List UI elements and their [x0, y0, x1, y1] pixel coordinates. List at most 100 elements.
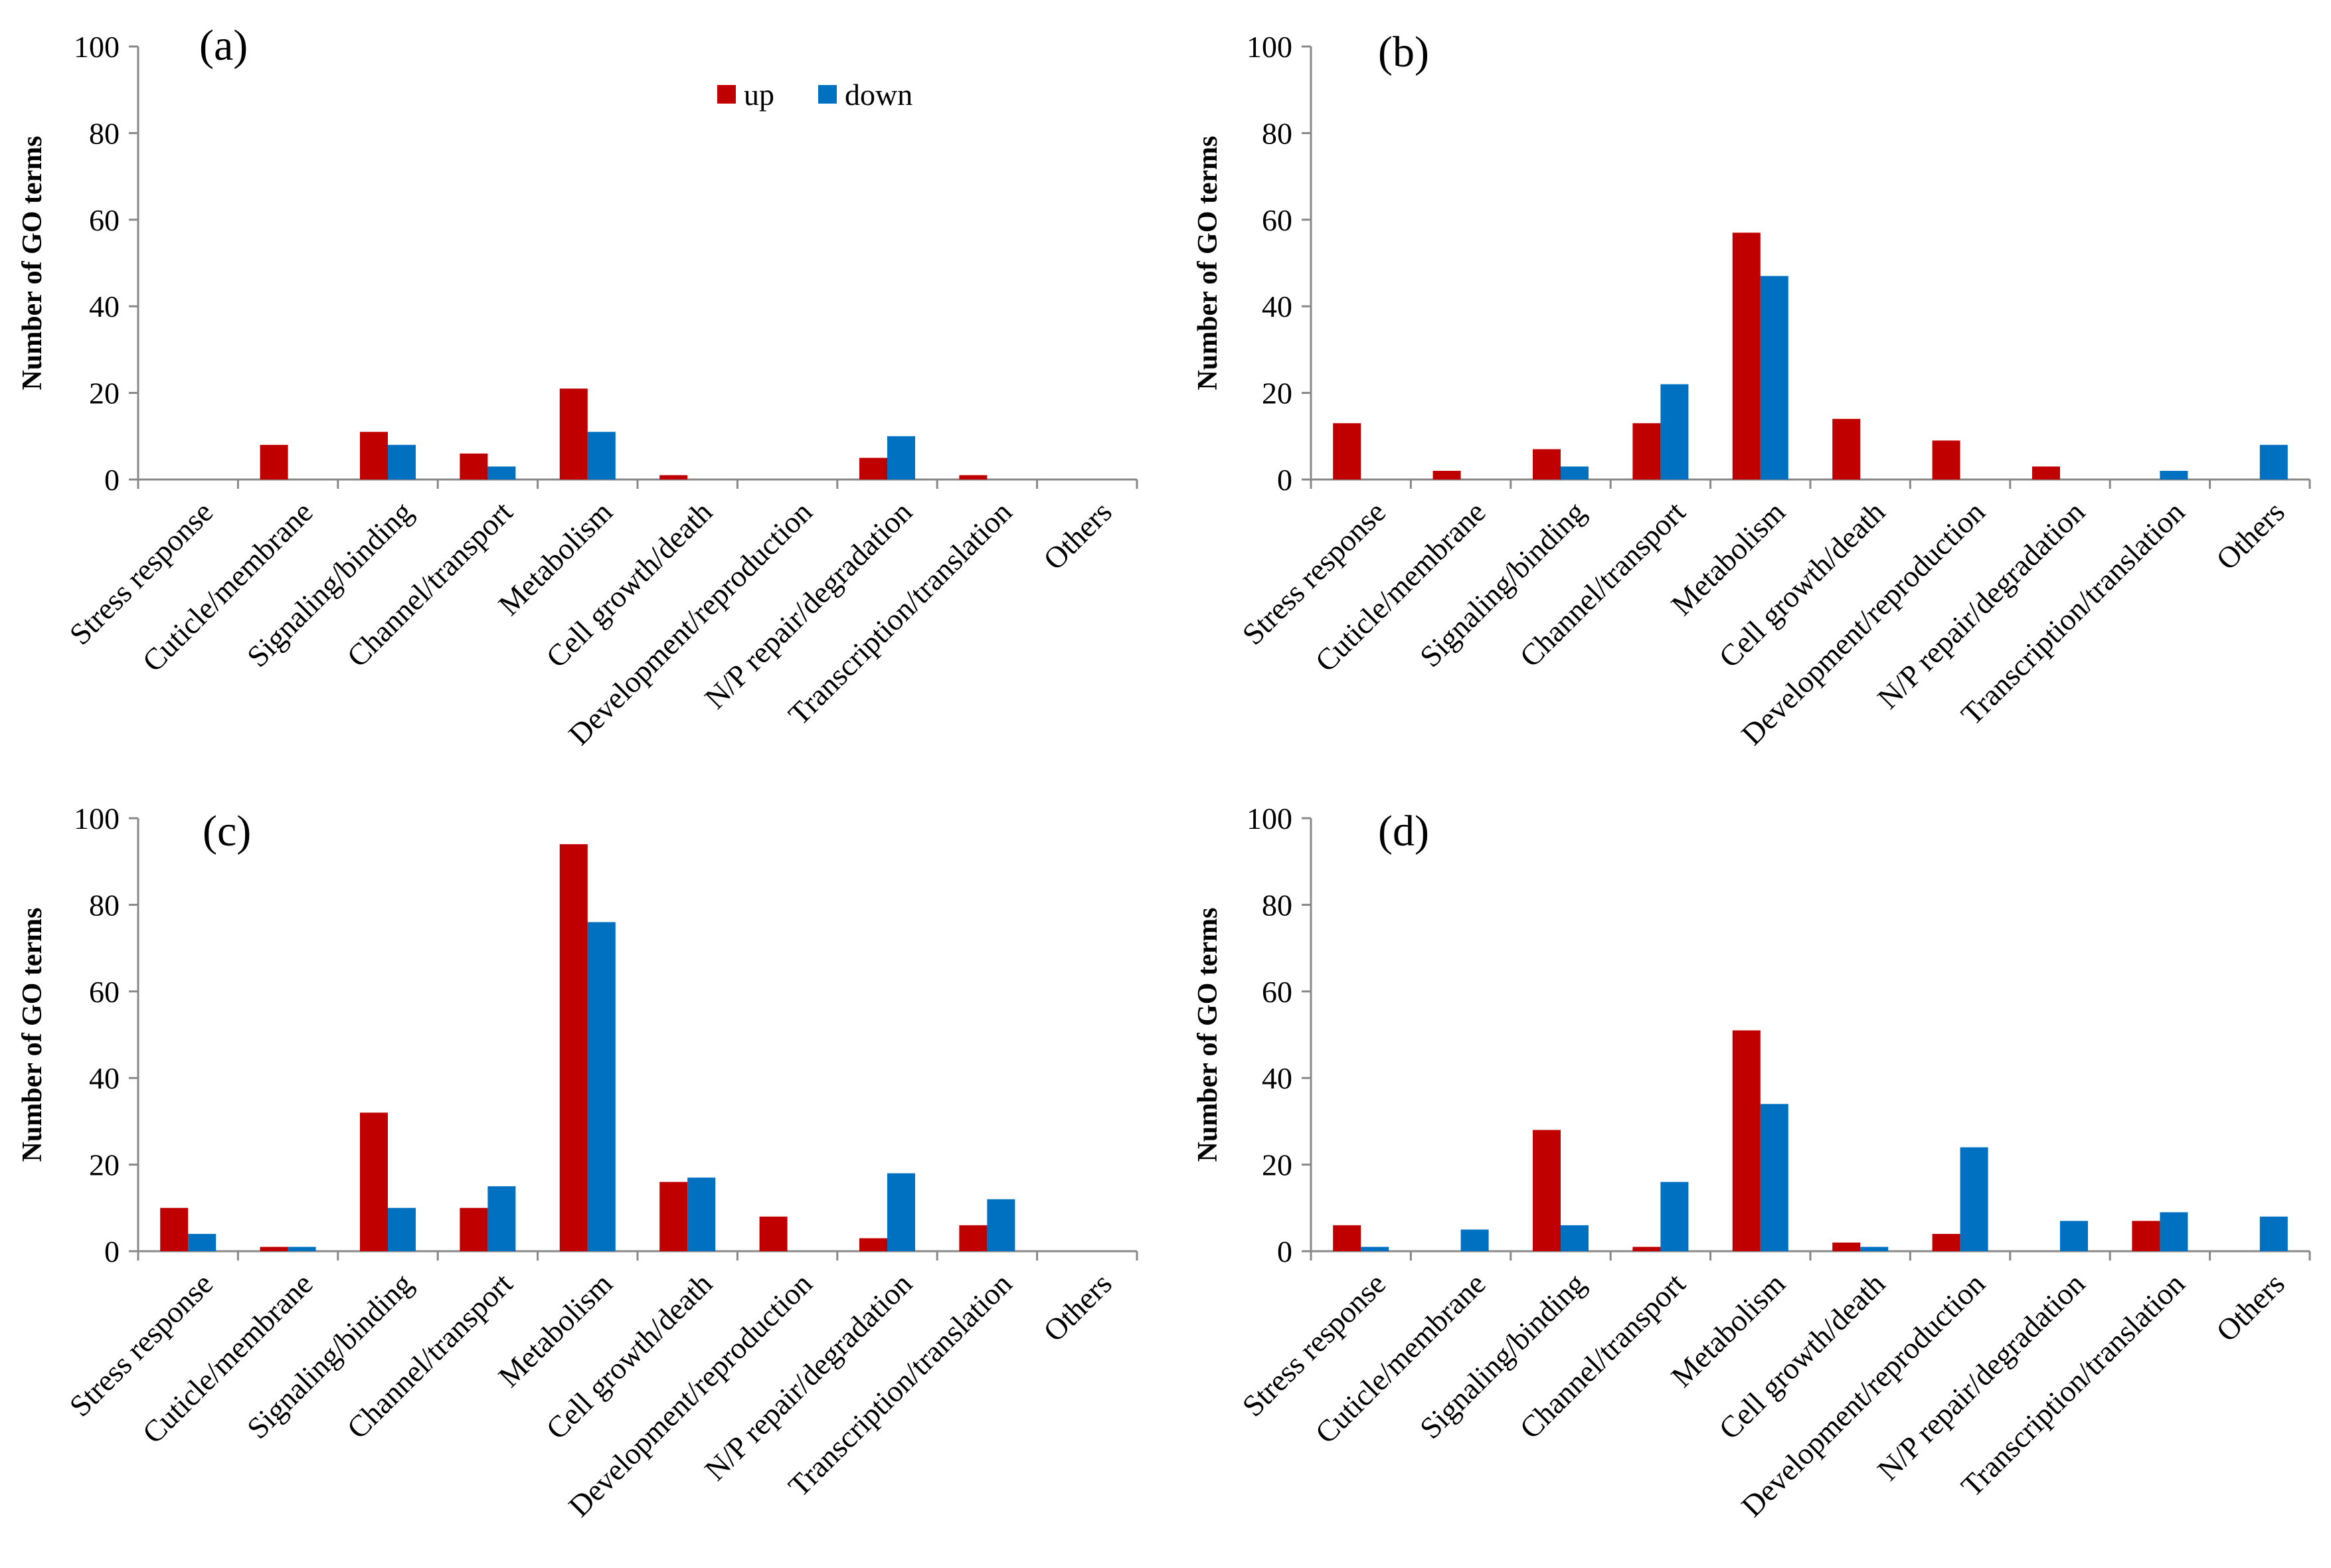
bar-down-0 [188, 1233, 216, 1251]
x-category-label: Signaling/binding [1413, 1266, 1592, 1445]
bar-down-5 [687, 1177, 716, 1251]
x-category-label: Channel/transport [340, 495, 519, 673]
x-category-label: Cell growth/death [1712, 1266, 1891, 1446]
bar-down-3 [1660, 384, 1689, 479]
bar-up-1 [260, 444, 288, 479]
y-tick-label: 40 [1262, 1061, 1292, 1095]
x-category-label: Cuticle/membrane [135, 495, 319, 678]
x-category-label: Others [2209, 495, 2291, 576]
x-category-label: Channel/transport [1513, 1266, 1691, 1445]
bar-up-3 [1632, 423, 1661, 479]
legend-swatch-down [818, 85, 837, 104]
bar-up-5 [1832, 1242, 1861, 1251]
bar-down-4 [1760, 1104, 1788, 1251]
x-category-label: Signaling/binding [240, 1266, 419, 1445]
bar-up-8 [959, 1225, 988, 1251]
y-tick-label: 40 [1262, 290, 1292, 323]
bar-down-2 [388, 1207, 416, 1251]
legend: up down [717, 78, 912, 112]
x-category-label: Others [2209, 1266, 2291, 1348]
y-tick-label: 100 [1247, 30, 1292, 64]
bar-up-3 [1632, 1247, 1661, 1251]
bar-up-3 [460, 453, 488, 479]
bar-up-6 [1932, 1233, 1960, 1251]
y-axis-label: Number of GO terms [17, 908, 48, 1162]
bar-down-3 [487, 1186, 516, 1251]
y-tick-label: 0 [104, 1235, 120, 1268]
y-tick-label: 0 [104, 463, 120, 497]
x-category-label: Signaling/binding [1413, 495, 1592, 673]
bar-up-0 [160, 1207, 189, 1251]
x-category-label: Cell growth/death [539, 495, 719, 674]
x-category-label: Cuticle/membrane [135, 1266, 319, 1450]
bar-up-0 [1333, 1225, 1361, 1251]
bar-up-6 [1932, 440, 1960, 479]
y-tick-label: 60 [89, 203, 120, 237]
bar-down-7 [2060, 1221, 2088, 1251]
y-tick-label: 0 [1277, 463, 1292, 497]
bar-up-6 [759, 1216, 788, 1251]
y-axis-label: Number of GO terms [17, 136, 48, 391]
bar-up-5 [659, 475, 688, 479]
bar-down-9 [2259, 1216, 2288, 1251]
bar-down-1 [1460, 1229, 1489, 1251]
bar-up-4 [1732, 1030, 1761, 1251]
bar-up-2 [360, 432, 388, 479]
y-tick-label: 20 [1262, 377, 1292, 410]
bar-down-2 [388, 444, 416, 479]
bar-up-1 [1432, 470, 1461, 479]
bar-up-5 [1832, 418, 1861, 479]
y-tick-label: 40 [89, 290, 120, 323]
y-tick-label: 60 [1262, 975, 1292, 1009]
y-tick-label: 60 [89, 975, 120, 1009]
y-tick-label: 100 [74, 802, 120, 835]
y-tick-label: 80 [1262, 888, 1292, 922]
bar-down-8 [2160, 470, 2188, 479]
bar-down-5 [1860, 1247, 1889, 1251]
bar-up-0 [1333, 423, 1361, 479]
bar-down-8 [987, 1199, 1015, 1251]
bar-down-3 [1660, 1181, 1689, 1251]
bar-down-7 [887, 436, 915, 479]
bar-up-2 [1533, 1130, 1561, 1251]
x-category-label: Others [1037, 1266, 1118, 1348]
panel-label: (d) [1378, 807, 1429, 855]
y-tick-label: 0 [1277, 1235, 1292, 1268]
legend-label-down: down [845, 78, 912, 112]
bar-up-7 [2032, 466, 2060, 479]
panel-label: (c) [203, 807, 251, 855]
y-tick-label: 80 [89, 888, 120, 922]
bar-down-2 [1561, 1225, 1589, 1251]
panel-label: (b) [1378, 28, 1429, 76]
bar-down-3 [487, 466, 516, 479]
bar-down-0 [1361, 1247, 1389, 1251]
y-tick-label: 40 [89, 1061, 120, 1095]
bar-down-7 [887, 1173, 915, 1251]
bar-up-8 [2132, 1221, 2160, 1251]
x-category-label: Cell growth/death [539, 1266, 719, 1446]
legend-label-up: up [744, 78, 774, 112]
bar-up-8 [959, 475, 988, 479]
bar-up-5 [659, 1181, 688, 1251]
bar-up-2 [1533, 449, 1561, 479]
y-tick-label: 60 [1262, 203, 1292, 237]
bar-down-4 [587, 922, 616, 1251]
y-tick-label: 80 [89, 116, 120, 150]
y-tick-label: 20 [89, 377, 120, 410]
y-axis-label: Number of GO terms [1193, 908, 1223, 1162]
bar-up-4 [559, 844, 588, 1251]
bar-up-3 [460, 1207, 488, 1251]
y-axis-label: Number of GO terms [1193, 136, 1223, 391]
y-tick-label: 80 [1262, 116, 1292, 150]
x-category-label: Cell growth/death [1712, 495, 1891, 674]
y-tick-label: 20 [1262, 1148, 1292, 1182]
x-category-label: Cuticle/membrane [1308, 1266, 1492, 1450]
panel-label: (a) [199, 21, 248, 70]
bar-up-1 [260, 1247, 288, 1251]
y-tick-label: 100 [74, 30, 120, 64]
bar-down-6 [1960, 1147, 1988, 1251]
